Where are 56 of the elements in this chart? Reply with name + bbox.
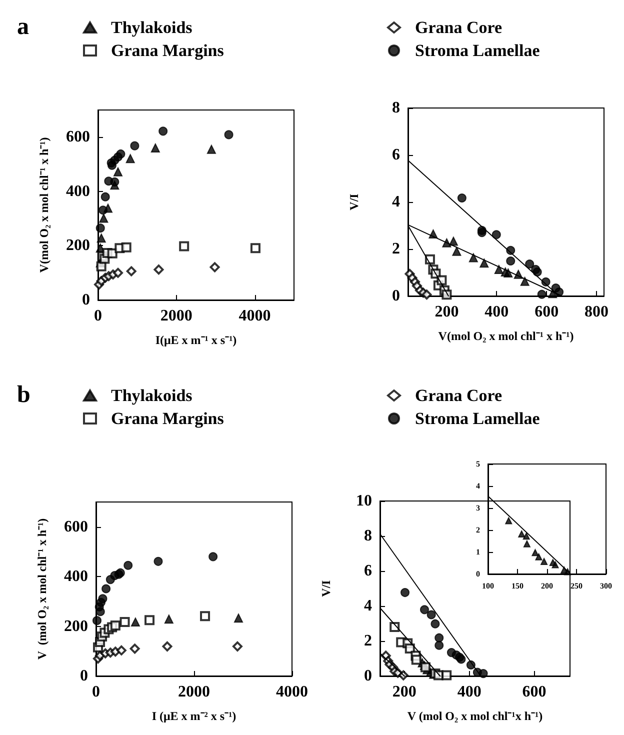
x-tick-label: 800 — [584, 304, 609, 320]
y-tick-label: 8 — [392, 100, 400, 116]
chart-title: a — [17, 14, 29, 40]
legend-label: Stroma Lamellae — [415, 409, 540, 428]
x-axis-title: V (mol O₂ x mol chl⁻¹x h⁻¹) — [407, 709, 543, 723]
x-tick-label: 600 — [522, 684, 546, 700]
x-tick-label: 200 — [541, 582, 553, 590]
x-tick-label: 250 — [570, 582, 582, 590]
x-tick-label: 4000 — [238, 308, 271, 324]
x-axis-title: I(μE x m⁻¹ x s⁻¹) — [155, 333, 237, 347]
y-tick-label: 4 — [392, 194, 400, 210]
x-tick-label: 200 — [434, 304, 459, 320]
y-tick-label: 4 — [476, 482, 480, 490]
x-tick-label: 300 — [600, 582, 612, 590]
legend-label: Grana Margins — [111, 41, 224, 60]
y-axis-title: V/I — [319, 580, 333, 597]
x-tick-label: 2000 — [160, 308, 192, 324]
x-tick-label: 100 — [482, 582, 494, 590]
y-tick-label: 2 — [476, 526, 480, 534]
legend-label: Grana Margins — [111, 409, 224, 428]
y-tick-label: 0 — [392, 288, 400, 304]
y-tick-label: 0 — [80, 668, 88, 684]
x-axis-title: V(mol O₂ x mol chl⁻¹ x h⁻¹) — [438, 329, 574, 343]
y-tick-label: 600 — [66, 128, 90, 146]
y-tick-label: 600 — [64, 518, 88, 536]
y-tick-label: 0 — [476, 570, 480, 578]
y-tick-label: 200 — [64, 618, 88, 635]
y-tick-label: 8 — [364, 528, 372, 544]
y-tick-label: 200 — [66, 237, 90, 254]
y-tick-label: 3 — [476, 504, 480, 512]
legend-label: Stroma Lamellae — [415, 41, 540, 60]
y-axis-title: V/I — [347, 193, 361, 210]
x-tick-label: 600 — [534, 304, 559, 320]
x-tick-label: 4000 — [276, 684, 308, 700]
legend-label: Thylakoids — [111, 18, 193, 37]
legend-label: Grana Core — [415, 386, 502, 405]
y-tick-label: 4 — [364, 598, 372, 614]
y-tick-label: 0 — [82, 292, 90, 308]
y-axis-title: V (mol O₂ x mol chl⁻¹ x h⁻¹) — [35, 518, 49, 660]
legend-label: Grana Core — [415, 18, 502, 37]
x-axis-title: I (μE x m⁻² x s⁻¹) — [152, 709, 236, 723]
x-tick-label: 150 — [512, 582, 524, 590]
legend-label: Thylakoids — [111, 386, 193, 405]
y-tick-label: 1 — [476, 548, 480, 556]
x-tick-label: 0 — [94, 308, 102, 324]
y-axis-title: V(mol O₂ x mol chl⁻¹ x h⁻¹) — [37, 137, 51, 273]
y-tick-label: 10 — [356, 492, 372, 510]
x-tick-label: 2000 — [178, 684, 210, 700]
y-tick-label: 0 — [364, 668, 372, 684]
y-tick-label: 400 — [66, 182, 90, 200]
y-tick-label: 6 — [392, 146, 400, 164]
y-tick-label: 6 — [364, 562, 372, 580]
y-tick-label: 2 — [364, 632, 372, 650]
y-tick-label: 5 — [476, 460, 480, 468]
y-tick-label: 2 — [392, 240, 400, 258]
chart-title: b — [17, 382, 30, 408]
